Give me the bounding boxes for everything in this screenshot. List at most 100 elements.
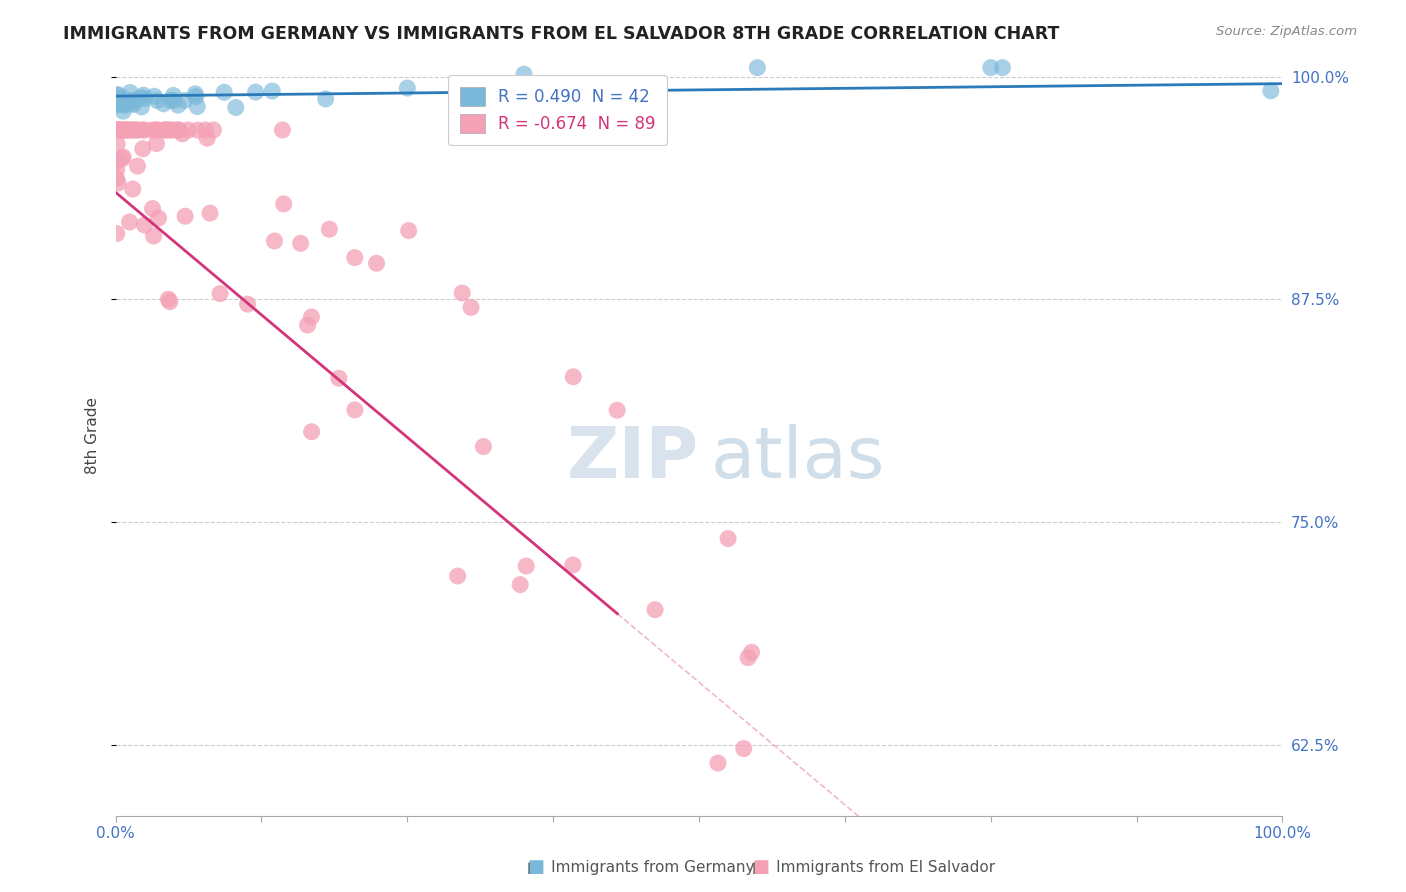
Point [107, 123, 129, 137]
Text: ■: ■ [527, 858, 544, 876]
Point [142, 229, 165, 244]
Point [157, 123, 180, 137]
Point [107, 123, 129, 137]
Point [644, 603, 666, 617]
Text: ■: ■ [752, 858, 769, 876]
Point [122, 123, 145, 137]
Point [108, 95, 131, 109]
Point [741, 645, 763, 659]
Point [127, 123, 149, 137]
Point [172, 127, 194, 141]
Point [980, 61, 1002, 75]
Point [145, 123, 167, 137]
Point [134, 91, 156, 105]
Point [118, 123, 141, 137]
Point [112, 150, 135, 164]
Point [107, 123, 129, 137]
Point [122, 97, 145, 112]
Point [472, 440, 495, 454]
Point [115, 96, 138, 111]
Point [163, 94, 186, 108]
Point [134, 123, 156, 137]
Point [125, 123, 148, 137]
Point [121, 96, 143, 111]
Point [115, 123, 138, 137]
Point [105, 98, 128, 112]
Point [105, 92, 128, 106]
Point [112, 123, 135, 137]
Point [290, 236, 312, 251]
Point [328, 371, 350, 385]
Point [187, 123, 209, 137]
Point [120, 86, 142, 100]
Point [167, 98, 190, 112]
Point [105, 155, 128, 169]
Point [129, 91, 152, 105]
Point [105, 162, 128, 177]
Point [111, 123, 134, 137]
Point [105, 87, 128, 102]
Point [561, 558, 583, 572]
Point [148, 211, 170, 225]
Point [513, 67, 536, 81]
Point [184, 89, 207, 103]
Legend: R = 0.490  N = 42, R = -0.674  N = 89: R = 0.490 N = 42, R = -0.674 N = 89 [449, 75, 668, 145]
Point [107, 176, 129, 190]
Point [132, 88, 155, 103]
Point [105, 123, 128, 137]
Point [105, 136, 128, 151]
Point [153, 123, 176, 137]
Point [105, 123, 128, 137]
Point [159, 123, 181, 137]
Point [225, 101, 247, 115]
Point [159, 294, 181, 309]
Point [515, 559, 537, 574]
Point [174, 209, 197, 223]
Text: atlas: atlas [710, 424, 884, 493]
Point [606, 403, 628, 417]
Point [134, 218, 156, 232]
Point [301, 425, 323, 439]
Point [509, 577, 531, 591]
Point [112, 98, 135, 112]
Text: IMMIGRANTS FROM GERMANY VS IMMIGRANTS FROM EL SALVADOR 8TH GRADE CORRELATION CHA: IMMIGRANTS FROM GERMANY VS IMMIGRANTS FR… [63, 25, 1060, 43]
Point [141, 123, 163, 137]
Point [194, 123, 217, 137]
Point [262, 84, 284, 98]
Point [343, 251, 366, 265]
Point [115, 123, 138, 137]
Point [146, 94, 169, 108]
Point [112, 123, 135, 137]
Point [451, 286, 474, 301]
Point [127, 159, 149, 173]
Point [118, 123, 141, 137]
Point [152, 96, 174, 111]
Point [121, 94, 143, 108]
Point [717, 532, 740, 546]
Point [236, 297, 259, 311]
Point [1260, 84, 1282, 98]
Point [141, 202, 163, 216]
Point [146, 123, 169, 137]
Point [167, 123, 190, 137]
Point [132, 142, 155, 156]
Point [202, 123, 225, 137]
Point [112, 104, 135, 119]
Point [105, 227, 128, 241]
Point [184, 87, 207, 101]
Point [167, 123, 190, 137]
Point [122, 123, 145, 137]
Point [143, 89, 166, 103]
Point [245, 85, 267, 99]
Point [105, 96, 128, 111]
Point [737, 650, 759, 665]
Point [186, 99, 208, 113]
Point [460, 301, 482, 315]
Point [131, 100, 153, 114]
Point [153, 123, 176, 137]
Point [366, 256, 388, 270]
Point [173, 94, 195, 108]
Point [707, 756, 730, 770]
Point [111, 96, 134, 111]
Point [446, 569, 468, 583]
